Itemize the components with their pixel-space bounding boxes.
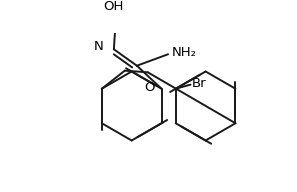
Text: Br: Br bbox=[192, 77, 207, 90]
Text: OH: OH bbox=[104, 0, 124, 13]
Text: O: O bbox=[144, 80, 155, 94]
Text: NH₂: NH₂ bbox=[171, 46, 196, 59]
Text: N: N bbox=[94, 40, 103, 53]
